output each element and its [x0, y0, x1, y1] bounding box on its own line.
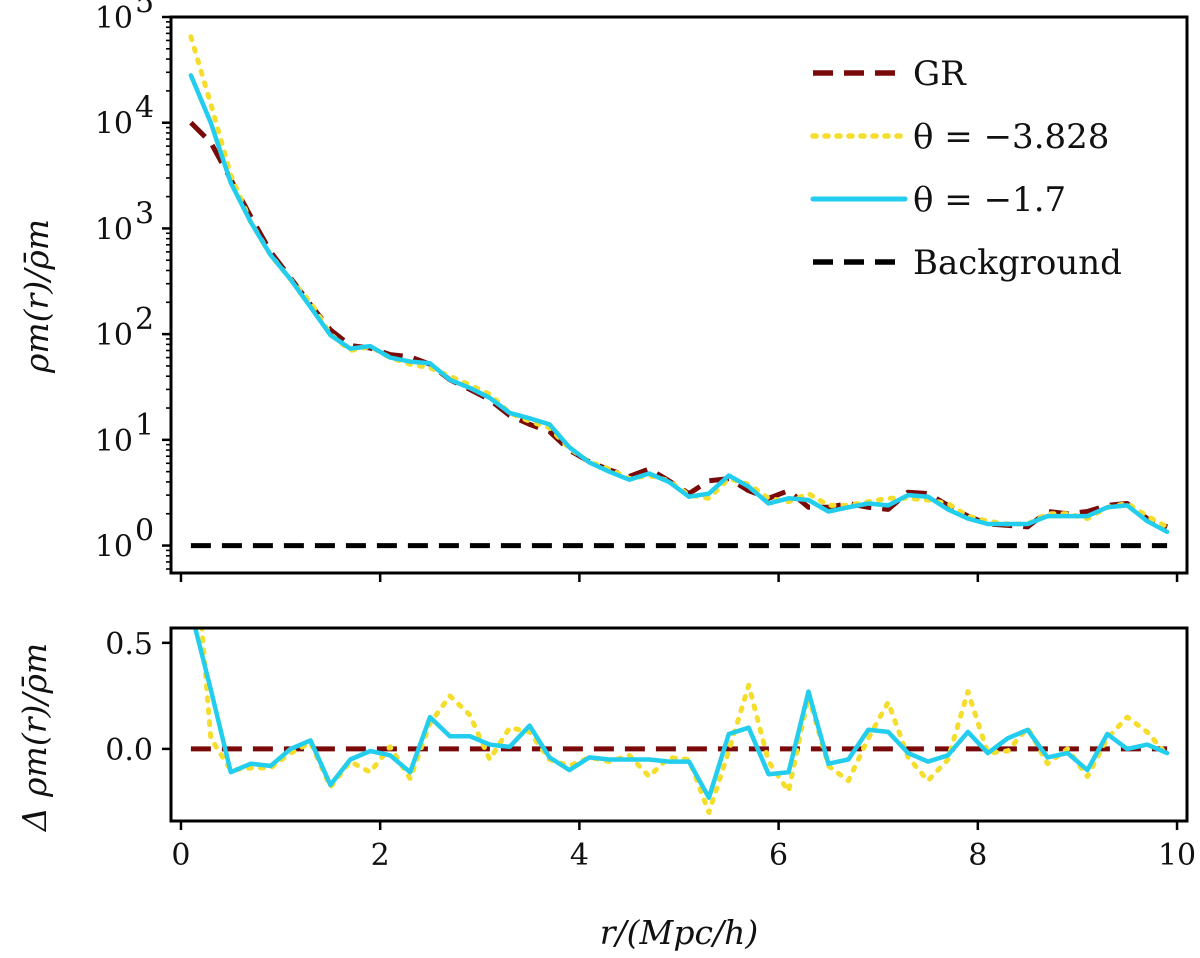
legend-label-2: θ = −3.828	[913, 117, 1109, 157]
top-y-tick-exponent: 2	[135, 302, 154, 337]
top-series-3	[188, 73, 1170, 535]
top-y-axis-label: ρm(r)/ρ̄m	[17, 219, 56, 374]
top-y-tick-exponent: 1	[135, 408, 154, 443]
x-tick-label: 4	[570, 838, 589, 873]
bottom-panel-frame	[169, 626, 1189, 823]
bottom-y-tick-label: 0.0	[105, 733, 153, 768]
top-y-tick-label: 10	[95, 424, 133, 459]
x-tick-label: 0	[171, 838, 190, 873]
x-tick-label: 2	[371, 838, 390, 873]
legend-label-1: GR	[913, 54, 967, 94]
bottom-series-3	[192, 628, 1170, 800]
top-y-tick-exponent: 4	[135, 91, 154, 126]
top-y-tick-exponent: 0	[135, 514, 154, 549]
x-tick-label: 6	[769, 838, 788, 873]
x-tick-label: 8	[968, 838, 987, 873]
bottom-y-tick-label: 0.5	[105, 627, 153, 662]
top-y-tick-label: 10	[95, 318, 133, 353]
x-tick-label: 10	[1158, 838, 1196, 873]
top-y-tick-label: 10	[95, 530, 133, 565]
top-y-tick-label: 10	[95, 107, 133, 142]
legend-label-3: θ = −1.7	[913, 180, 1066, 220]
top-y-tick-label: 10	[95, 1, 133, 36]
bottom-series-2	[199, 628, 1170, 815]
legend: GR θ = −3.828 θ = −1.7 Background	[810, 54, 1122, 283]
bottom-panel: 0 2 4 6 8 10 0.0 0.5 Δ ρm(r)/ρ̄m r/(Mpc/h)	[15, 626, 1196, 952]
legend-label-4: Background	[913, 243, 1122, 283]
top-y-tick-exponent: 3	[135, 196, 154, 231]
bottom-y-axis-label: Δ ρm(r)/ρ̄m	[15, 643, 54, 833]
top-y-tick-label: 10	[95, 212, 133, 247]
x-axis-label: r/(Mpc/h)	[600, 913, 758, 952]
top-y-tick-exponent: 5	[135, 0, 154, 20]
top-panel-frame	[169, 15, 1189, 575]
